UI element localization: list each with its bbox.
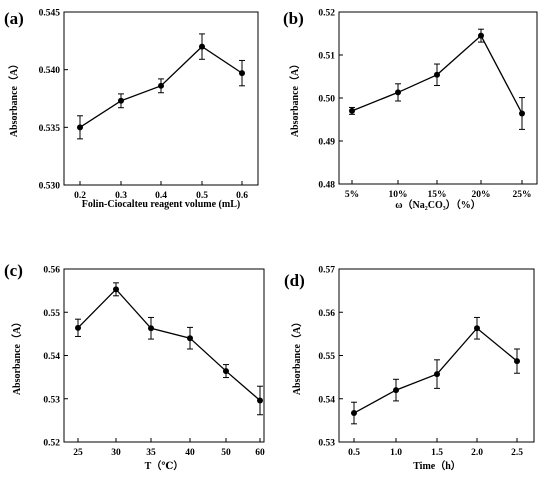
panel-d-y-tick-label: 0.53: [318, 439, 335, 449]
panel-b-x-tick-label: 10%: [389, 190, 408, 200]
panel-d-data-point: [474, 325, 480, 332]
panel-b-x-ticks: 5% 10% 15% 20% 25%: [345, 180, 532, 200]
panel-a-y-tick-label: 0.530: [39, 182, 61, 192]
panel-d-label: (d): [284, 271, 305, 290]
panel-d-y-tick-label: 0.56: [318, 309, 335, 319]
panel-d-data-point: [351, 410, 357, 417]
panel-a-data-point: [239, 70, 245, 77]
panel-c-data-point: [187, 335, 193, 342]
panel-a-y-tick-label: 0.540: [39, 66, 61, 76]
panel-c-y-tick-label: 0.52: [43, 439, 60, 449]
panel-d-x-tick-label: 2.0: [471, 448, 483, 458]
panel-c-plot-frame: [63, 268, 265, 443]
panel-c-x-tick-label: 35: [146, 448, 156, 458]
panel-b-y-tick-label: 0.48: [318, 181, 335, 191]
panel-b-y-tick-label: 0.52: [318, 9, 335, 19]
panel-a-data-point: [158, 82, 164, 89]
panel-a: (a) 0.530 0.535 0.540 0.545 0.2 0.3 0.4 0.5 0.6…: [4, 9, 259, 210]
panel-d-y-axis-label: Absorbance（A）: [290, 317, 303, 395]
panel-a-x-axis-label: Folin-Ciocalteu reagent volume (mL): [82, 199, 240, 210]
panel-d-x-ticks: 0.5 1.0 1.5 2.0 2.5: [348, 438, 523, 458]
panel-c-y-tick-label: 0.54: [43, 352, 60, 362]
panel-d-y-tick-label: 0.54: [318, 395, 335, 405]
panel-b-data-point: [478, 32, 484, 39]
panel-c-data-point: [257, 397, 263, 404]
panel-c-x-tick-label: 50: [221, 448, 231, 458]
panel-d-marks: [351, 316, 520, 425]
panel-d-data-point: [434, 371, 440, 378]
panel-a-data-point: [118, 97, 124, 104]
panel-d-data-point: [514, 358, 520, 365]
panel-b-data-point: [395, 89, 401, 96]
panel-a-data-point: [77, 124, 83, 131]
panel-c-y-tick-label: 0.56: [43, 266, 60, 276]
panel-a-y-tick-label: 0.535: [39, 124, 61, 134]
panel-c-x-ticks: 25 30 35 40 50 60: [73, 438, 265, 458]
panel-b-marks: [349, 28, 525, 130]
panel-a-marks: [77, 33, 245, 140]
panel-d-x-tick-label: 0.5: [348, 448, 360, 458]
panel-c-x-tick-label: 40: [185, 448, 195, 458]
panel-a-x-tick-label: 0.3: [115, 191, 127, 201]
panel-d-y-tick-label: 0.55: [318, 352, 335, 362]
panel-b-x-tick-label: 20%: [472, 190, 491, 200]
panel-a-plot-frame: [63, 11, 259, 186]
panel-c-series-line: [77, 288, 261, 401]
panel-c: (c) 0.52 0.53 0.54 0.55 0.56 25 30 35 40 50 60 T（…: [4, 261, 265, 472]
panel-a-x-tick-label: 0.6: [236, 191, 248, 201]
panel-a-y-axis-label: Absorbance（A）: [7, 59, 20, 137]
panel-c-x-axis-label: T（℃）: [145, 459, 184, 472]
panel-b-label: (b): [283, 9, 304, 28]
panel-b-y-axis-label: Absorbance（A）: [288, 59, 301, 137]
panel-a-x-tick-label: 0.4: [155, 191, 167, 201]
panel-d-y-ticks: 0.53 0.54 0.55 0.56 0.57: [318, 266, 343, 449]
panel-d: (d) 0.53 0.54 0.55 0.56 0.57 0.5 1.0 1.5 2.0 2.5…: [284, 266, 535, 472]
panel-b-plot-frame: [338, 11, 538, 185]
panel-c-x-tick-label: 25: [73, 448, 83, 458]
panel-c-y-axis-label: Absorbance（A）: [10, 317, 23, 395]
panel-a-x-ticks: 0.2 0.3 0.4 0.5 0.6: [74, 181, 248, 201]
panel-a-y-ticks: 0.530 0.535 0.540 0.545: [39, 9, 68, 192]
panel-c-data-point: [75, 324, 81, 331]
panel-c-x-tick-label: 30: [111, 448, 121, 458]
panel-b-x-tick-label: 5%: [345, 190, 359, 200]
panel-b-data-point: [349, 107, 355, 114]
panel-b-x-tick-label: 25%: [513, 190, 532, 200]
panel-d-y-tick-label: 0.57: [318, 266, 335, 276]
panel-c-data-point: [148, 325, 154, 332]
panel-d-x-tick-label: 2.5: [511, 448, 523, 458]
panel-d-x-axis-label: Time（h）: [413, 459, 461, 472]
panel-b: (b) 0.480.490.500.510.52 5% 10% 15% 20% 25% …: [283, 9, 538, 211]
panel-b-data-point: [434, 71, 440, 78]
panel-a-x-tick-label: 0.5: [196, 191, 208, 201]
panel-c-y-ticks: 0.52 0.53 0.54 0.55 0.56: [43, 266, 68, 449]
panel-d-x-tick-label: 1.5: [431, 448, 443, 458]
panel-a-label: (a): [4, 9, 24, 28]
panel-c-y-tick-label: 0.55: [43, 309, 60, 319]
panel-b-data-point: [519, 110, 525, 117]
panel-b-y-tick-label: 0.49: [318, 138, 335, 148]
panel-b-y-tick-label: 0.50: [318, 95, 335, 105]
panel-a-y-tick-label: 0.545: [39, 9, 61, 19]
panel-d-plot-frame: [338, 268, 535, 443]
panel-c-marks: [75, 282, 263, 416]
panel-b-x-axis-label: ω（Na₂CO₃）（%）: [395, 198, 481, 211]
panel-a-data-point: [199, 43, 205, 50]
panel-b-y-tick-label: 0.51: [318, 52, 335, 62]
panel-c-x-tick-label: 60: [255, 448, 265, 458]
panel-d-x-tick-label: 1.0: [390, 448, 402, 458]
panel-b-y-ticks: 0.48 0.49 0.50 0.51 0.52: [318, 9, 343, 191]
panel-b-x-tick-label: 15%: [428, 190, 447, 200]
panel-c-y-tick-label: 0.53: [43, 395, 60, 405]
panel-a-x-tick-label: 0.2: [74, 191, 86, 201]
panel-c-data-point: [223, 368, 229, 375]
panel-d-series-line: [353, 327, 518, 414]
panel-d-data-point: [393, 387, 399, 394]
panel-c-label: (c): [4, 261, 23, 280]
panel-c-data-point: [113, 286, 119, 293]
